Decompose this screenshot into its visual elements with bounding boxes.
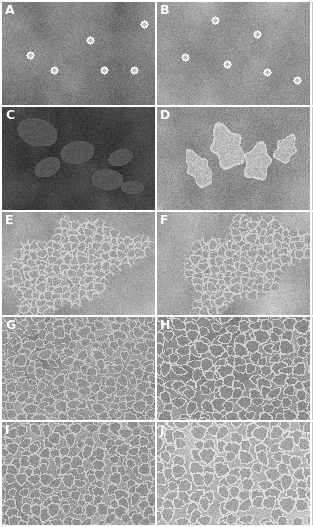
Text: C: C bbox=[5, 109, 14, 122]
Text: J: J bbox=[160, 424, 165, 437]
Text: I: I bbox=[5, 424, 9, 437]
Text: H: H bbox=[160, 319, 170, 332]
Text: D: D bbox=[160, 109, 170, 122]
Text: E: E bbox=[5, 214, 13, 227]
Text: B: B bbox=[160, 4, 170, 17]
Text: A: A bbox=[5, 4, 15, 17]
Text: G: G bbox=[5, 319, 15, 332]
Text: F: F bbox=[160, 214, 168, 227]
